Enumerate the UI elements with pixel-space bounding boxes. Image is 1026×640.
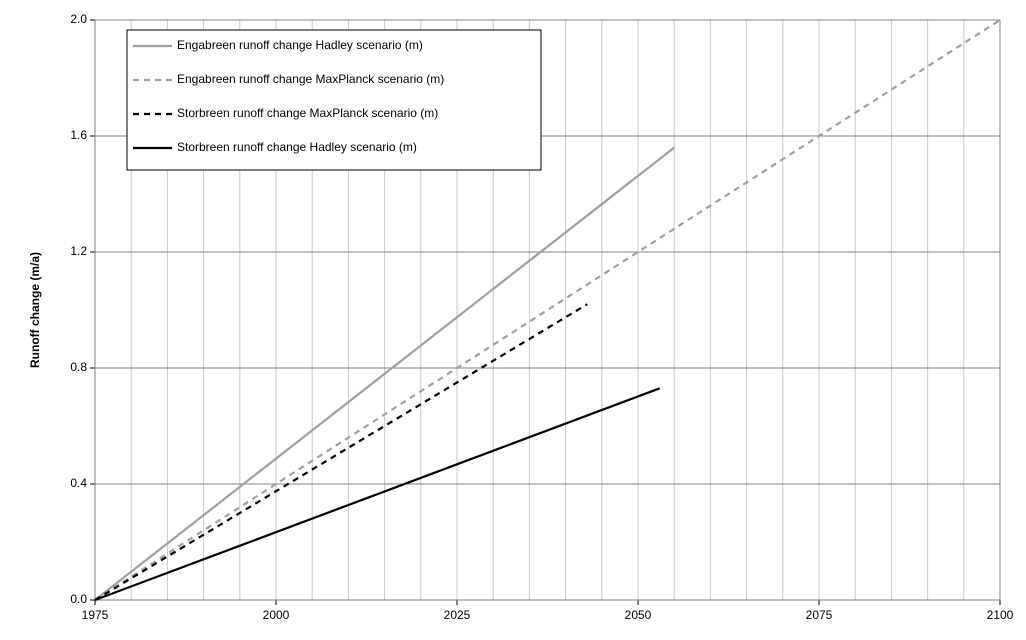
series-line	[94, 387, 661, 602]
y-tick-label: 0.8	[70, 360, 87, 374]
y-tick-label: 1.2	[70, 244, 87, 258]
x-tick-label: 2000	[263, 608, 290, 622]
y-tick-label: 1.6	[70, 128, 87, 142]
x-tick-label: 2075	[806, 608, 833, 622]
y-tick-label: 0.4	[70, 476, 87, 490]
y-tick-label: 0.0	[70, 592, 87, 606]
series-line	[94, 19, 1001, 601]
x-tick-label: 2050	[625, 608, 652, 622]
legend-label: Storbreen runoff change MaxPlanck scenar…	[177, 106, 438, 120]
x-tick-label: 2100	[987, 608, 1014, 622]
legend-label: Storbreen runoff change Hadley scenario …	[177, 140, 417, 154]
x-tick-label: 1975	[82, 608, 109, 622]
legend-label: Engabreen runoff change Hadley scenario …	[177, 38, 423, 52]
legend-label: Engabreen runoff change MaxPlanck scenar…	[177, 72, 444, 86]
y-axis-label: Runoff change (m/a)	[28, 252, 42, 368]
y-tick-label: 2.0	[70, 12, 87, 26]
legend-box	[126, 29, 542, 171]
x-tick-label: 2025	[444, 608, 471, 622]
series-line	[94, 303, 588, 601]
series-line	[94, 146, 675, 601]
plot-frame	[94, 19, 1001, 601]
